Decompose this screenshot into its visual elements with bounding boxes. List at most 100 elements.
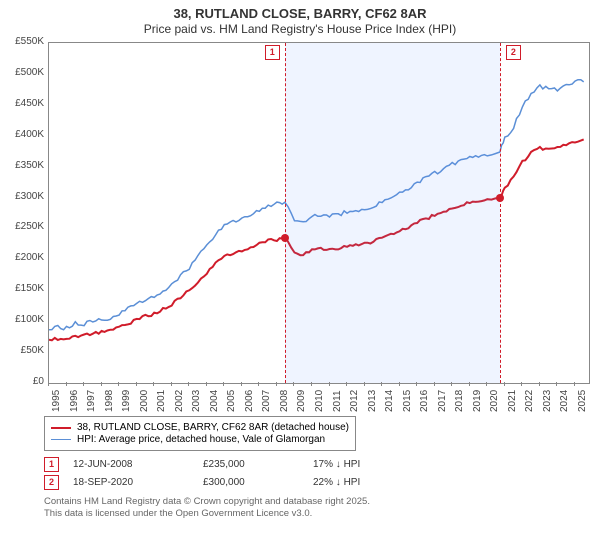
x-tick <box>66 382 67 386</box>
x-tick <box>293 382 294 386</box>
legend-label: 38, RUTLAND CLOSE, BARRY, CF62 8AR (deta… <box>77 422 349 433</box>
x-tick <box>101 382 102 386</box>
x-tick <box>346 382 347 386</box>
sale-marker-line <box>285 43 286 383</box>
x-tick-label: 2023 <box>542 390 546 412</box>
legend-frame: 38, RUTLAND CLOSE, BARRY, CF62 8AR (deta… <box>44 416 356 451</box>
x-tick-label: 2008 <box>279 390 283 412</box>
y-tick-label: £550K <box>4 36 44 47</box>
x-tick <box>276 382 277 386</box>
x-tick-label: 2025 <box>577 390 581 412</box>
x-tick-label: 2005 <box>226 390 230 412</box>
x-tick <box>364 382 365 386</box>
x-tick <box>434 382 435 386</box>
x-tick-label: 1997 <box>86 390 90 412</box>
footer-line1: Contains HM Land Registry data © Crown c… <box>44 496 596 508</box>
x-tick <box>48 382 49 386</box>
x-tick <box>399 382 400 386</box>
x-tick <box>504 382 505 386</box>
x-tick-label: 2018 <box>454 390 458 412</box>
sale-row-date: 18-SEP-2020 <box>73 477 203 488</box>
x-tick-label: 1999 <box>121 390 125 412</box>
sale-row-price: £300,000 <box>203 477 313 488</box>
footer: Contains HM Land Registry data © Crown c… <box>44 496 596 520</box>
legend-swatch <box>51 427 71 429</box>
sale-marker-label: 1 <box>265 45 280 60</box>
x-tick-label: 2011 <box>332 390 336 412</box>
x-tick-label: 2024 <box>559 390 563 412</box>
y-tick-label: £500K <box>4 67 44 78</box>
x-tick <box>241 382 242 386</box>
y-tick-label: £0 <box>4 376 44 387</box>
x-tick <box>153 382 154 386</box>
x-tick-label: 2000 <box>139 390 143 412</box>
x-tick <box>451 382 452 386</box>
legend-label: HPI: Average price, detached house, Vale… <box>77 434 325 445</box>
x-tick <box>206 382 207 386</box>
x-tick-label: 2015 <box>402 390 406 412</box>
x-tick-label: 2007 <box>261 390 265 412</box>
x-tick-label: 2009 <box>296 390 300 412</box>
legend-swatch <box>51 439 71 440</box>
plot: 12 <box>48 42 590 384</box>
x-tick-label: 2006 <box>244 390 248 412</box>
y-tick-label: £100K <box>4 314 44 325</box>
y-tick-label: £50K <box>4 345 44 356</box>
x-tick-label: 2013 <box>367 390 371 412</box>
x-tick-label: 2002 <box>174 390 178 412</box>
sale-marker-label: 2 <box>506 45 521 60</box>
x-tick <box>521 382 522 386</box>
x-tick-label: 2003 <box>191 390 195 412</box>
x-tick <box>539 382 540 386</box>
y-tick-label: £150K <box>4 283 44 294</box>
x-tick-label: 2017 <box>437 390 441 412</box>
x-tick-label: 2004 <box>209 390 213 412</box>
sale-row: 2 18-SEP-2020£300,00022% ↓ HPI <box>44 475 596 490</box>
sale-row-marker: 2 <box>44 475 59 490</box>
x-tick <box>136 382 137 386</box>
x-tick-label: 2020 <box>489 390 493 412</box>
y-tick-label: £450K <box>4 98 44 109</box>
sale-row-date: 12-JUN-2008 <box>73 459 203 470</box>
sale-marker-dot <box>281 234 289 242</box>
sale-row-price: £235,000 <box>203 459 313 470</box>
title-subtitle: Price paid vs. HM Land Registry's House … <box>0 22 600 36</box>
sale-rows: 1 12-JUN-2008£235,00017% ↓ HPI 2 18-SEP-202… <box>44 457 596 490</box>
x-tick-label: 2012 <box>349 390 353 412</box>
y-tick-label: £400K <box>4 129 44 140</box>
chart-area: £0£50K£100K£150K£200K£250K£300K£350K£400… <box>4 38 594 414</box>
sale-row-marker: 1 <box>44 457 59 472</box>
title-block: 38, RUTLAND CLOSE, BARRY, CF62 8AR Price… <box>0 0 600 38</box>
x-tick <box>381 382 382 386</box>
x-tick <box>188 382 189 386</box>
x-tick <box>329 382 330 386</box>
sale-row-diff: 22% ↓ HPI <box>313 477 423 488</box>
x-tick <box>118 382 119 386</box>
legend-block: 38, RUTLAND CLOSE, BARRY, CF62 8AR (deta… <box>44 416 596 451</box>
x-tick <box>416 382 417 386</box>
x-tick-label: 2021 <box>507 390 511 412</box>
legend-item: 38, RUTLAND CLOSE, BARRY, CF62 8AR (deta… <box>51 422 349 433</box>
x-tick-label: 2010 <box>314 390 318 412</box>
sale-row-diff: 17% ↓ HPI <box>313 459 423 470</box>
x-tick <box>258 382 259 386</box>
legend-item: HPI: Average price, detached house, Vale… <box>51 434 349 445</box>
x-tick <box>556 382 557 386</box>
x-tick-label: 2016 <box>419 390 423 412</box>
shaded-region <box>285 43 500 383</box>
x-tick-label: 1996 <box>69 390 73 412</box>
sale-marker-dot <box>496 194 504 202</box>
x-tick <box>223 382 224 386</box>
x-tick-label: 2019 <box>472 390 476 412</box>
sale-row: 1 12-JUN-2008£235,00017% ↓ HPI <box>44 457 596 472</box>
x-tick-label: 1998 <box>104 390 108 412</box>
y-tick-label: £300K <box>4 191 44 202</box>
footer-line2: This data is licensed under the Open Gov… <box>44 508 596 520</box>
x-tick <box>469 382 470 386</box>
title-address: 38, RUTLAND CLOSE, BARRY, CF62 8AR <box>0 6 600 21</box>
x-tick-label: 2001 <box>156 390 160 412</box>
sale-marker-line <box>500 43 501 383</box>
x-tick <box>486 382 487 386</box>
x-tick <box>311 382 312 386</box>
x-tick <box>171 382 172 386</box>
